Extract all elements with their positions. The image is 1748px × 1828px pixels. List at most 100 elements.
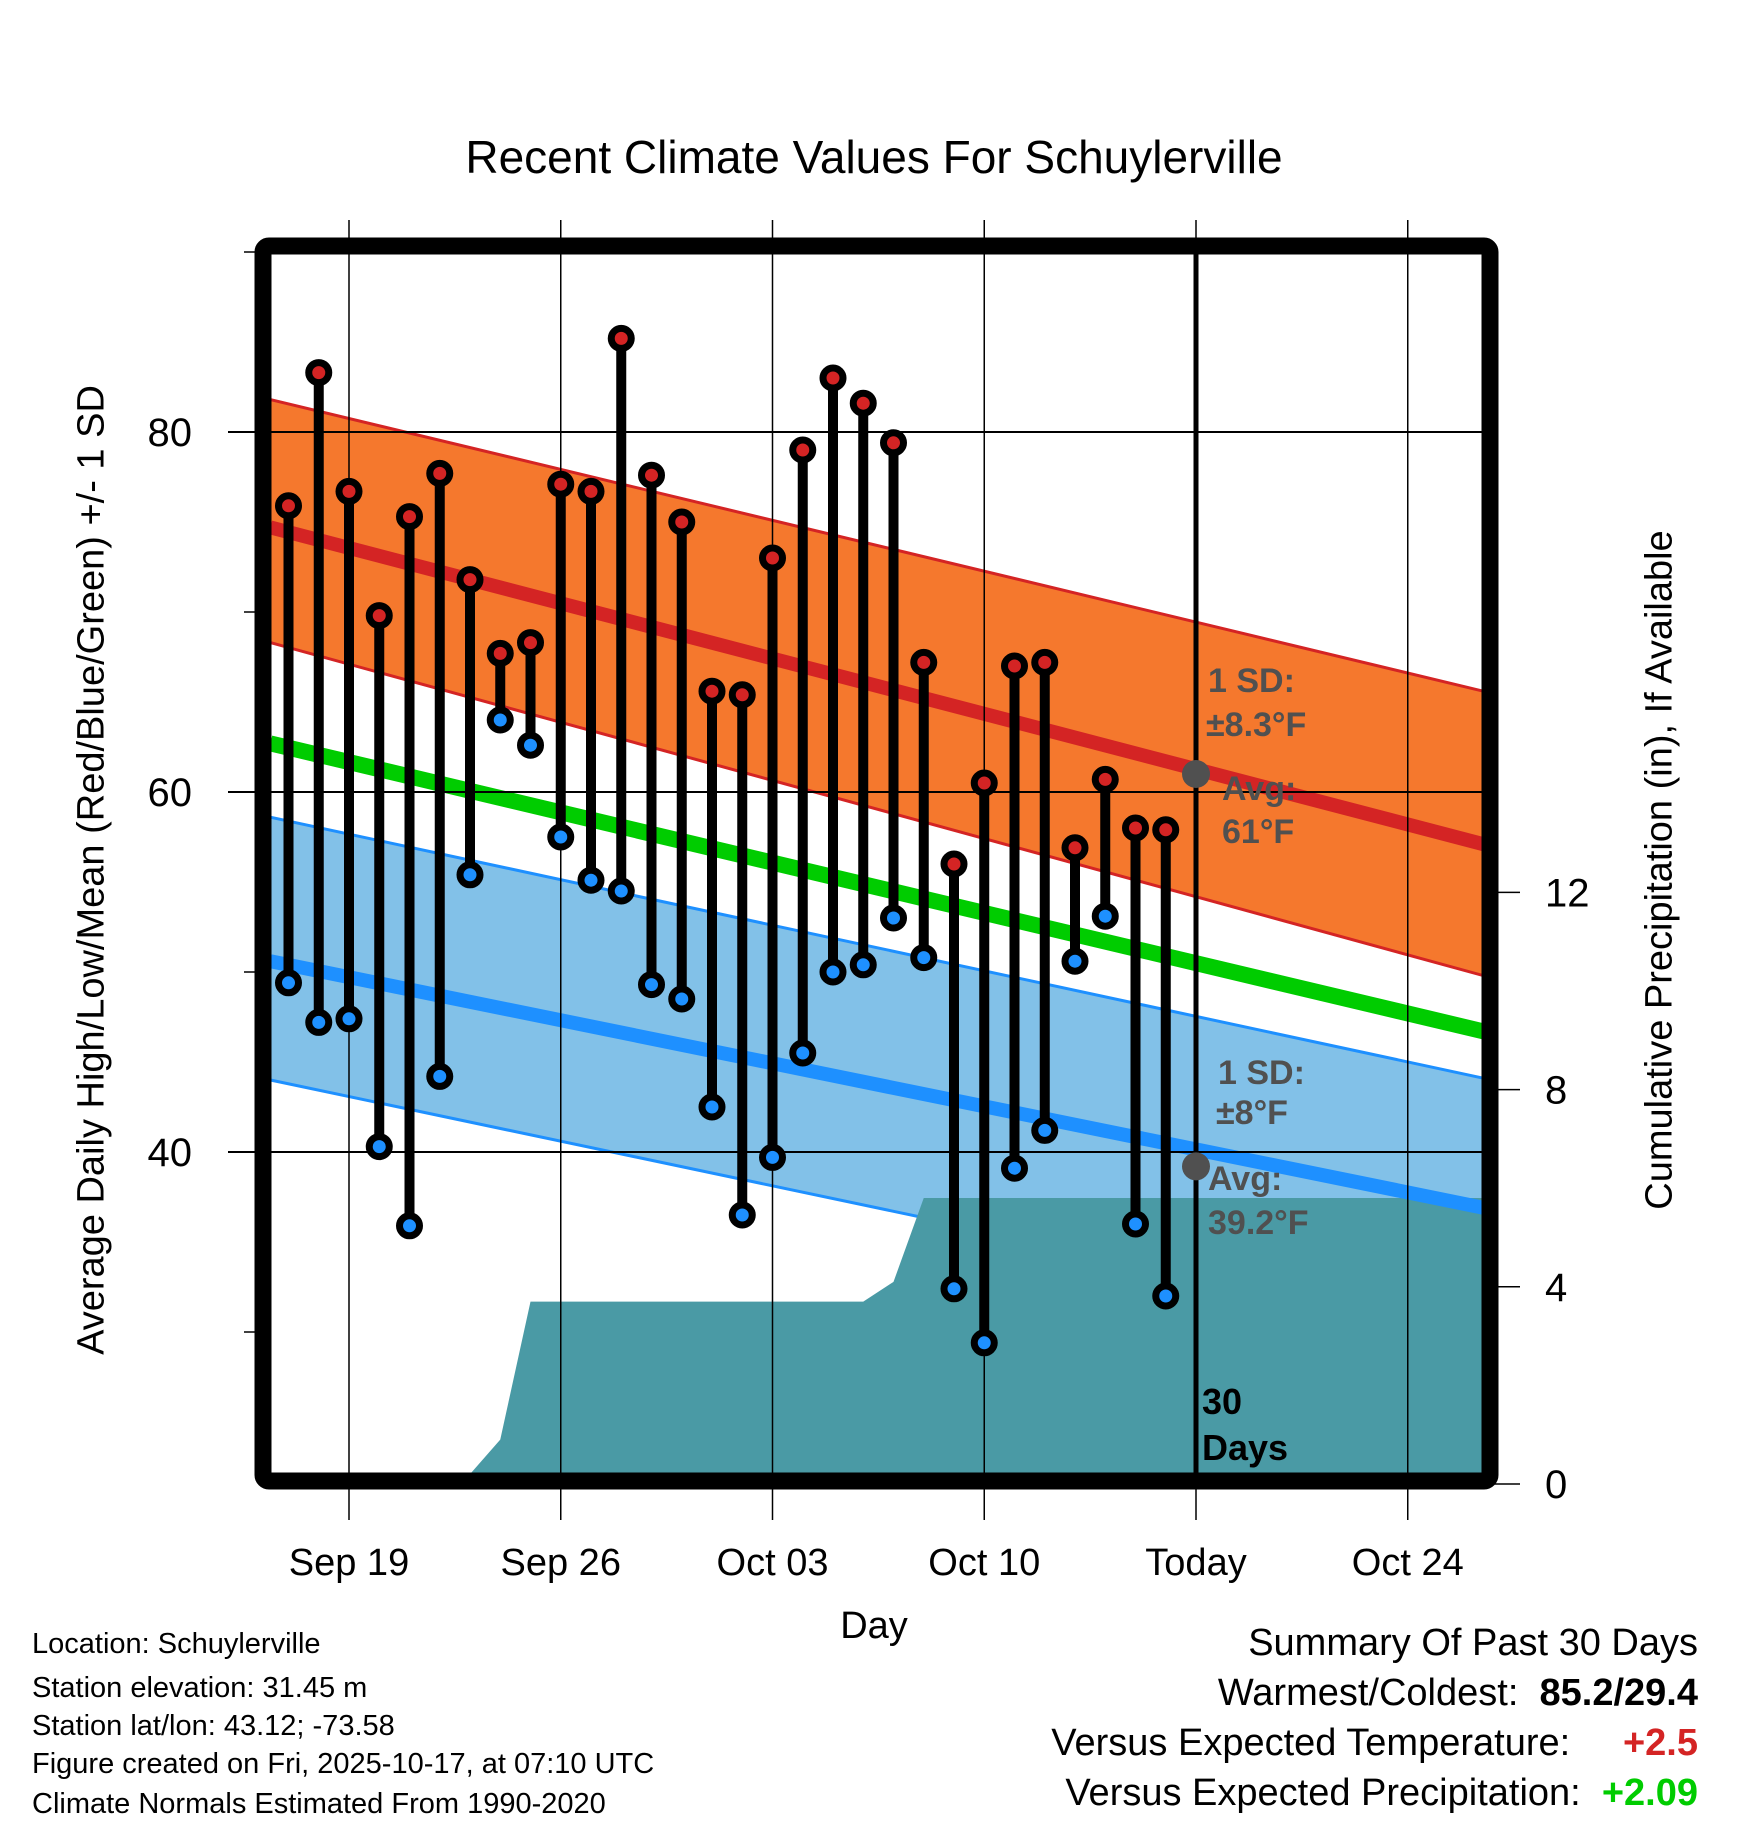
daily-low-point xyxy=(759,1143,786,1171)
daily-high-point xyxy=(305,359,333,387)
summary-precip-label: Versus Expected Precipitation: xyxy=(1065,1772,1581,1814)
low-sd-label: 1 SD: xyxy=(1218,1054,1305,1092)
daily-low-point xyxy=(638,971,665,999)
summary-temp-value: +2.5 xyxy=(1622,1722,1698,1764)
x-tick-label: Sep 19 xyxy=(289,1542,409,1584)
daily-high-point xyxy=(880,429,907,457)
daily-high-point xyxy=(607,324,635,352)
y2-tick-label: 0 xyxy=(1545,1463,1567,1507)
today-high-normal-marker xyxy=(1182,760,1210,788)
daily-low-point xyxy=(1152,1282,1180,1310)
daily-high-point xyxy=(456,566,484,594)
daily-low-point xyxy=(789,1039,817,1067)
daily-low-point xyxy=(698,1093,726,1121)
daily-high-point xyxy=(910,648,938,676)
high-sd-band-upper-edge xyxy=(270,398,1483,693)
today-low-normal-marker xyxy=(1182,1152,1210,1181)
daily-low-point xyxy=(1001,1154,1028,1182)
window-days-unit: Days xyxy=(1202,1427,1288,1468)
daily-low-point xyxy=(1061,947,1089,975)
daily-high-point xyxy=(517,629,544,657)
x-tick-label: Oct 10 xyxy=(928,1542,1040,1584)
y2-tick-label: 4 xyxy=(1545,1266,1567,1310)
daily-high-point xyxy=(577,477,605,505)
daily-high-point xyxy=(638,461,665,489)
high-sd-value: ±8.3°F xyxy=(1206,706,1306,744)
daily-high-point xyxy=(426,459,454,487)
daily-low-point xyxy=(970,1329,998,1357)
info-normals: Climate Normals Estimated From 1990-2020 xyxy=(32,1788,606,1820)
info-elevation: Station elevation: 31.45 m xyxy=(32,1672,368,1704)
daily-low-point xyxy=(365,1133,393,1161)
daily-low-point xyxy=(456,861,484,889)
y2-tick-label: 8 xyxy=(1545,1069,1567,1113)
daily-high-point xyxy=(789,436,817,464)
daily-high-point xyxy=(486,639,514,667)
daily-high-point xyxy=(275,492,302,520)
daily-high-point xyxy=(396,503,423,531)
daily-low-point xyxy=(728,1201,756,1229)
y-axis-label-right: Cumulative Precipitation (in), If Availa… xyxy=(1638,530,1681,1210)
daily-high-point xyxy=(668,508,696,536)
daily-high-point xyxy=(819,364,847,392)
normal-low-line xyxy=(270,954,1483,1215)
low-avg-label: Avg: xyxy=(1208,1160,1282,1198)
daily-high-point xyxy=(1091,765,1119,793)
x-tick-label: Today xyxy=(1145,1542,1246,1584)
daily-high-point xyxy=(970,769,998,797)
daily-low-point xyxy=(547,823,575,851)
summary-precip-value: +2.09 xyxy=(1601,1772,1698,1814)
daily-low-point xyxy=(335,1005,363,1033)
y-tick-label: 40 xyxy=(148,1131,193,1175)
plot-area xyxy=(270,253,1483,1474)
summary-warmest-coldest: Warmest/Coldest: 85.2/29.4 xyxy=(1218,1672,1698,1715)
daily-high-point xyxy=(365,602,393,630)
summary-warmest-coldest-value: 85.2/29.4 xyxy=(1539,1672,1698,1714)
daily-high-point xyxy=(1031,648,1059,676)
summary-temp: Versus Expected Temperature: +2.5 xyxy=(1051,1722,1698,1765)
plot-frame xyxy=(254,237,1499,1490)
daily-high-point xyxy=(759,544,786,572)
daily-low-point xyxy=(668,985,696,1013)
y2-tick-label: 12 xyxy=(1545,871,1590,915)
daily-low-point xyxy=(305,1008,333,1036)
x-tick-label: Sep 26 xyxy=(501,1542,621,1584)
low-sd-value: ±8°F xyxy=(1216,1094,1288,1132)
daily-high-point xyxy=(1001,652,1028,680)
x-tick-label: Oct 24 xyxy=(1352,1542,1464,1584)
info-location: Location: Schuylerville xyxy=(32,1628,321,1660)
daily-low-point xyxy=(940,1275,968,1303)
daily-low-point xyxy=(517,731,544,759)
daily-low-point xyxy=(819,958,847,986)
daily-high-point xyxy=(728,681,756,709)
daily-low-point xyxy=(1031,1116,1059,1144)
daily-low-point xyxy=(396,1212,423,1240)
x-axis-label: Day xyxy=(840,1605,908,1647)
daily-low-point xyxy=(849,951,877,979)
daily-low-point xyxy=(1091,902,1119,930)
daily-low-point xyxy=(577,866,605,894)
window-days-number: 30 xyxy=(1202,1381,1242,1422)
summary-precip: Versus Expected Precipitation: +2.09 xyxy=(1065,1772,1698,1815)
info-created: Figure created on Fri, 2025-10-17, at 07… xyxy=(32,1748,655,1780)
summary-heading: Summary Of Past 30 Days xyxy=(1248,1622,1698,1664)
daily-high-point xyxy=(1122,814,1149,842)
daily-high-point xyxy=(849,389,877,417)
daily-low-point xyxy=(607,877,635,905)
daily-high-point xyxy=(1152,816,1180,844)
daily-low-point xyxy=(880,904,907,932)
summary-warmest-coldest-label: Warmest/Coldest: xyxy=(1217,1672,1519,1714)
daily-low-point xyxy=(1122,1210,1149,1238)
summary-temp-label: Versus Expected Temperature: xyxy=(1051,1722,1571,1764)
daily-high-point xyxy=(940,850,968,878)
high-avg-label: Avg: xyxy=(1222,770,1296,808)
y-tick-label: 80 xyxy=(148,411,193,455)
daily-low-point xyxy=(426,1062,454,1090)
daily-high-point xyxy=(1061,834,1089,862)
daily-low-point xyxy=(910,944,938,972)
daily-low-point xyxy=(275,969,302,997)
info-latlon: Station lat/lon: 43.12; -73.58 xyxy=(32,1710,395,1742)
low-avg-value: 39.2°F xyxy=(1208,1204,1309,1242)
daily-high-point xyxy=(698,677,726,705)
